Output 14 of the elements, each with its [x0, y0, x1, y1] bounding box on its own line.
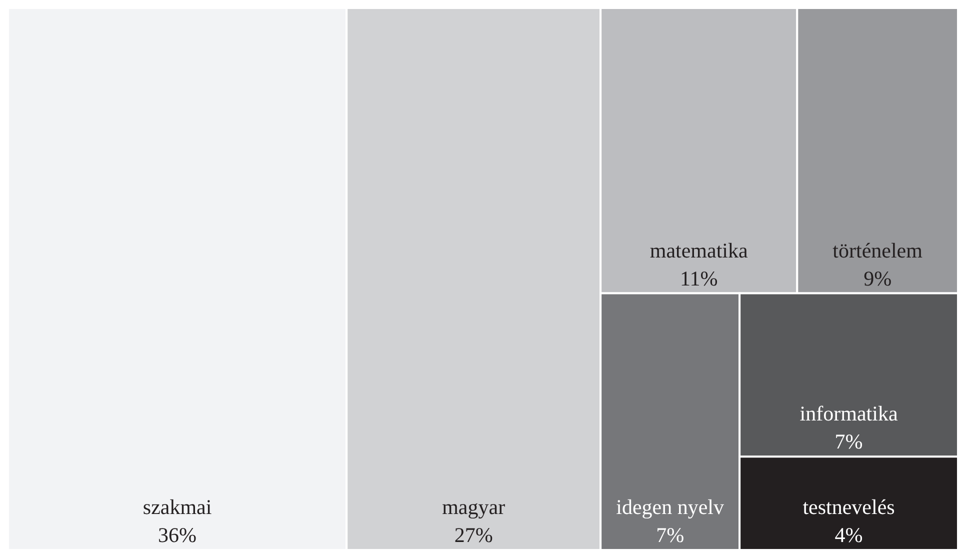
category-label: testnevelés: [802, 495, 895, 519]
category-label: idegen nyelv: [616, 495, 725, 519]
category-label: magyar: [442, 495, 506, 519]
data-label: 7%: [834, 430, 863, 454]
data-label: 27%: [454, 523, 493, 547]
data-label: 36%: [158, 523, 197, 547]
category-label: történelem: [832, 238, 922, 262]
data-label: 11%: [680, 266, 718, 290]
data-label: 4%: [834, 523, 863, 547]
category-label: szakmai: [142, 495, 212, 519]
data-label: 7%: [656, 523, 684, 547]
data-label: 9%: [864, 266, 892, 290]
category-label: matematika: [650, 238, 749, 262]
category-label: informatika: [800, 402, 898, 426]
